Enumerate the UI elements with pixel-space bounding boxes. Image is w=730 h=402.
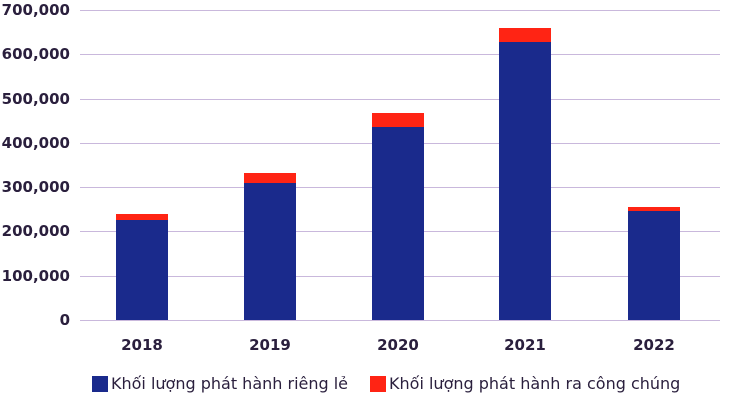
y-tick-label: 0: [59, 311, 70, 329]
legend: Khối lượng phát hành riêng lẻ Khối lượng…: [92, 374, 702, 393]
bar-segment-private: [628, 211, 680, 320]
bar-segment-private: [116, 220, 168, 320]
gridline: [80, 10, 720, 11]
bar-segment-public: [244, 172, 296, 183]
bar-2019: [244, 172, 296, 320]
legend-item-public: Khối lượng phát hành ra công chúng: [370, 374, 680, 393]
x-tick-label: 2022: [633, 336, 675, 354]
bar-segment-public: [372, 113, 424, 127]
bar-segment-private: [244, 182, 296, 320]
y-tick-label: 300,000: [1, 178, 70, 197]
bar-2020: [372, 113, 424, 320]
gridline: [80, 54, 720, 56]
x-tick-label: 2019: [249, 336, 291, 354]
bar-2018: [116, 214, 168, 320]
y-tick-label: 500,000: [1, 89, 70, 108]
bar-2021: [499, 28, 551, 320]
bar-segment-public: [499, 28, 551, 42]
y-tick-label: 100,000: [1, 266, 70, 285]
legend-swatch-blue: [92, 375, 108, 392]
x-tick-label: 2018: [121, 336, 163, 354]
gridline: [80, 98, 720, 100]
legend-label: Khối lượng phát hành ra công chúng: [389, 374, 681, 393]
bar-segment-private: [499, 41, 551, 320]
bar-2022: [628, 207, 680, 320]
gridline: [80, 320, 720, 321]
y-tick-label: 400,000: [1, 133, 70, 152]
x-tick-label: 2020: [377, 336, 419, 354]
y-tick-label: 200,000: [1, 222, 70, 241]
y-tick-label: 600,000: [1, 45, 70, 64]
legend-swatch-red: [370, 375, 387, 392]
bar-segment-public: [628, 207, 680, 212]
bar-segment-public: [116, 214, 168, 221]
x-tick-label: 2021: [504, 336, 546, 354]
legend-item-private: Khối lượng phát hành riêng lẻ: [92, 374, 348, 393]
y-tick-label: 700,000: [1, 1, 70, 19]
bar-segment-private: [372, 126, 424, 320]
legend-label: Khối lượng phát hành riêng lẻ: [111, 374, 349, 393]
